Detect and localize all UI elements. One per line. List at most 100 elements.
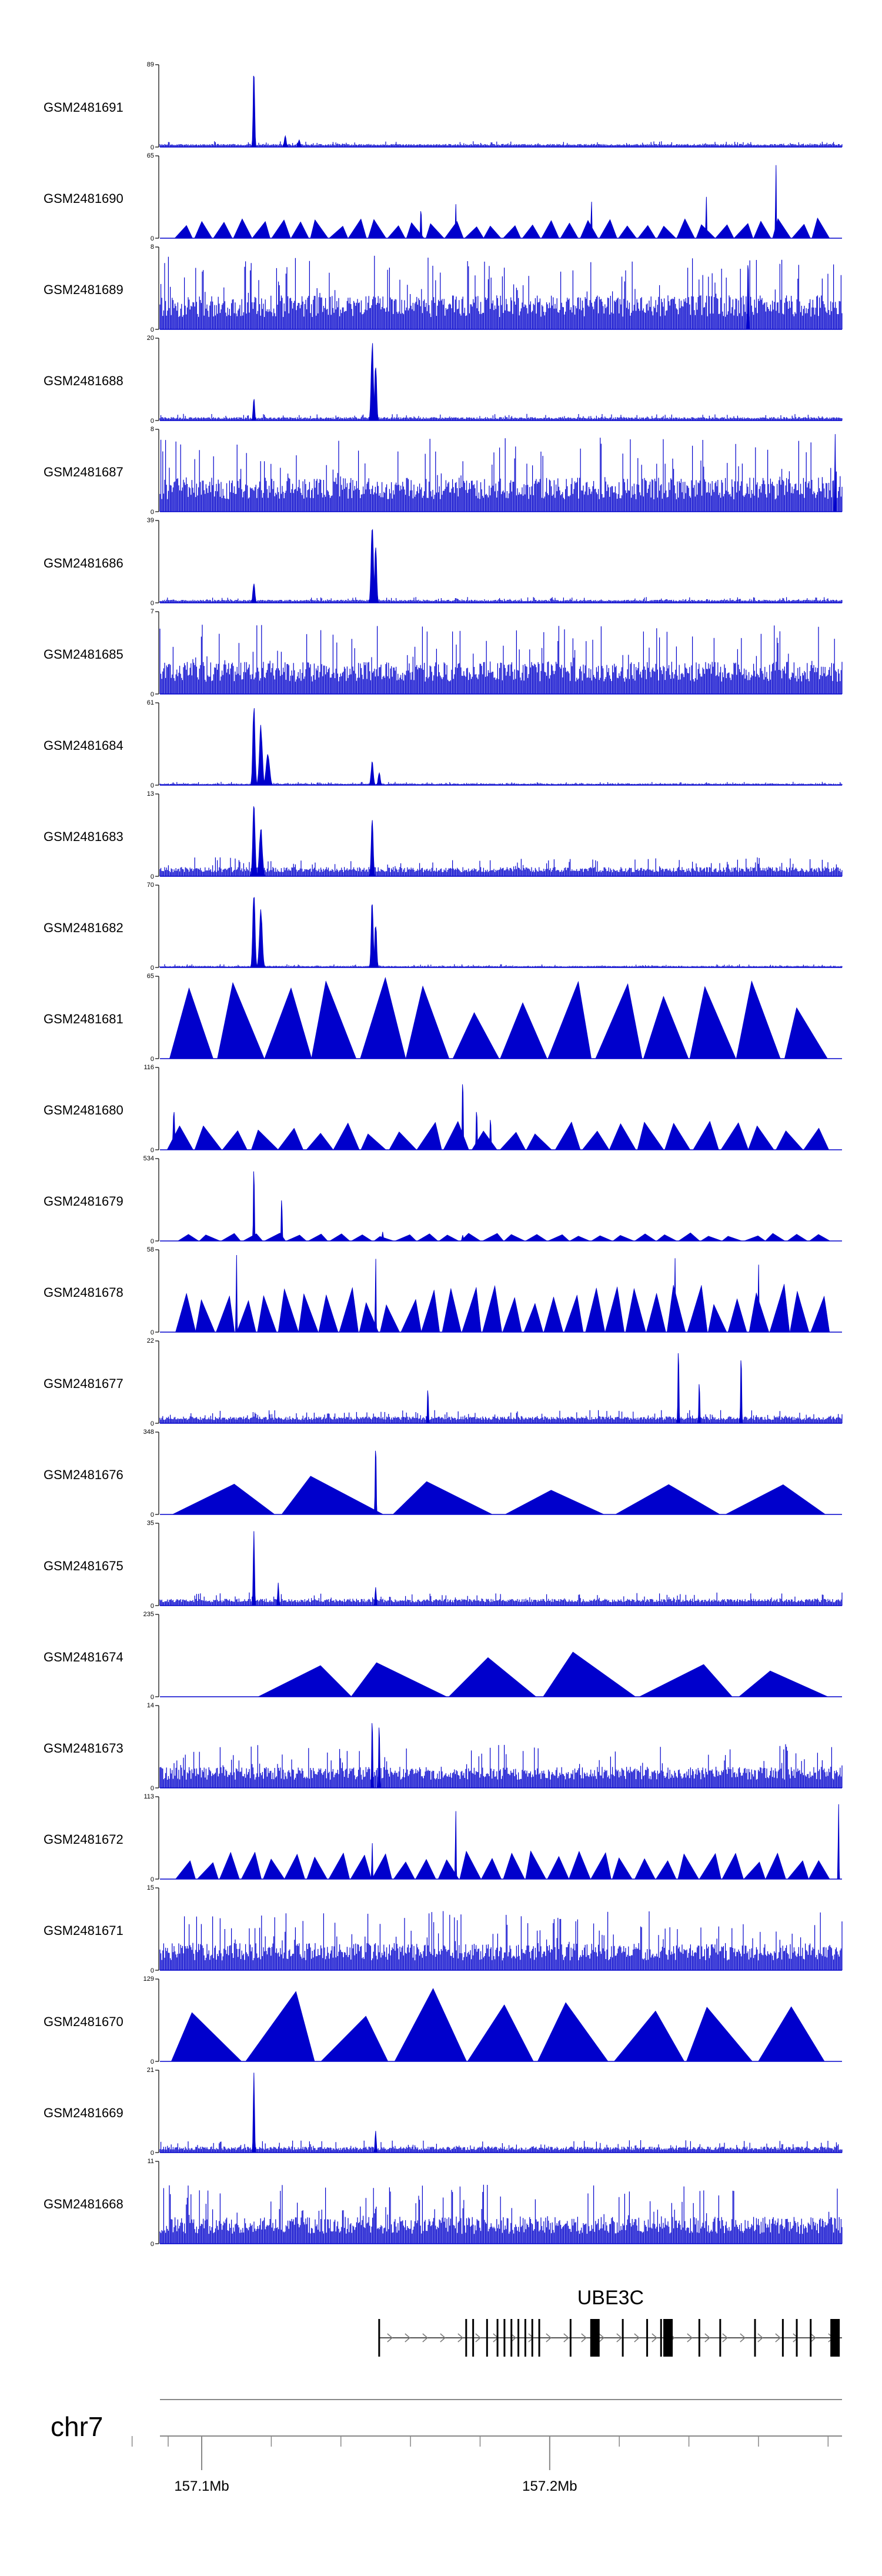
exon [663,2319,673,2357]
y-max-label: 113 [143,1793,154,1800]
peak-1 [256,829,266,877]
x-tick-label: 157.2Mb [522,2478,577,2494]
track-label: GSM2481679 [44,1194,123,1209]
strand-chevron [704,2333,710,2343]
peak-0 [171,1112,176,1150]
peak-2 [837,1804,840,1880]
exon [465,2319,467,2357]
coverage-area [175,1284,830,1333]
track-label: GSM2481683 [44,829,123,844]
track-label: GSM2481680 [44,1103,123,1117]
y-zero-label: 0 [151,1876,154,1883]
track-GSM2481669: GSM2481669 21 0 [44,2067,843,2157]
y-max-label: 8 [151,426,154,433]
y-zero-label: 0 [151,509,154,516]
coverage-bars [159,438,843,512]
coverage-area [171,1988,825,2062]
peak-2 [426,1390,430,1424]
y-max-label: 20 [147,335,154,342]
coverage-bars [159,1410,843,1423]
peak-0 [252,1171,256,1242]
peak-0 [419,211,423,239]
y-zero-label: 0 [151,873,154,880]
track-label: GSM2481682 [44,920,123,935]
track-GSM2481671: GSM2481671 15 0 [44,1884,843,1974]
track-GSM2481675: GSM2481675 35 0 [44,1520,843,1610]
coverage-bars [159,2140,843,2153]
y-max-label: 15 [147,1884,154,1891]
signal-tracks: GSM2481691890GSM2481690650GSM248168980GS… [44,61,843,2248]
strand-chevron [457,2333,463,2343]
y-max-label: 61 [147,699,154,706]
peak-0 [252,1531,256,1606]
gene-name: UBE3C [577,2287,644,2309]
y-zero-label: 0 [151,1511,154,1519]
y-max-label: 8 [151,243,154,251]
exon [510,2319,513,2357]
peak-2 [757,1264,760,1333]
peak-3 [697,1384,701,1424]
peak-0 [374,1450,377,1515]
peak-0 [251,399,257,421]
y-zero-label: 0 [151,1056,154,1063]
y-zero-label: 0 [151,144,154,151]
coverage-bars [159,964,843,967]
y-zero-label: 0 [151,2150,154,2157]
exon [569,2319,572,2357]
coverage-area [175,1850,830,1880]
peak-1 [454,1811,457,1880]
track-label: GSM2481678 [44,1285,123,1300]
track-label: GSM2481675 [44,1559,123,1573]
y-max-label: 348 [143,1429,154,1436]
peak-0 [235,1254,238,1333]
track-label: GSM2481689 [44,282,123,297]
y-zero-label: 0 [151,1785,154,1792]
exon [646,2319,649,2357]
coverage-bars [159,1592,843,1606]
track-GSM2481670: GSM2481670 129 0 [44,1976,842,2066]
strand-chevron [687,2333,693,2343]
strand-chevron [757,2333,763,2343]
exon [538,2319,540,2357]
track-GSM2481679: GSM2481679 534 0 [44,1155,842,1245]
y-max-label: 35 [147,1520,154,1527]
peak-2 [262,754,273,786]
peak-1 [280,1200,284,1242]
strand-chevron [546,2333,552,2343]
y-max-label: 39 [147,517,154,524]
y-max-label: 89 [147,61,154,68]
strand-chevron [616,2333,622,2343]
track-label: GSM2481669 [44,2105,123,2120]
exon [517,2319,520,2357]
peak-1 [374,1259,377,1333]
strand-chevron [581,2333,587,2343]
track-GSM2481687: GSM2481687 8 0 [44,426,843,516]
peak-4 [376,772,383,786]
track-label: GSM2481677 [44,1376,123,1391]
strand-chevron [810,2333,816,2343]
peak-1 [454,204,457,239]
exon [472,2319,475,2357]
peak-1 [282,135,289,148]
strand-chevron [475,2333,481,2343]
track-GSM2481686: GSM2481686 39 0 [44,517,843,607]
peak-4 [704,196,708,239]
peak-0 [250,806,258,877]
peak-2 [475,1112,479,1150]
track-GSM2481681: GSM2481681 65 0 [44,973,842,1063]
y-zero-label: 0 [151,1694,154,1701]
exon [378,2319,380,2357]
y-max-label: 235 [143,1611,154,1618]
peak-3 [460,1235,465,1242]
track-label: GSM2481687 [44,465,123,479]
exon [590,2319,600,2357]
peak-1 [461,1084,465,1150]
peak-1 [373,2131,378,2153]
peak-3 [489,1120,493,1150]
exon [698,2319,700,2357]
track-label: GSM2481685 [44,647,123,662]
peak-0 [250,708,258,786]
coverage-area [174,217,830,239]
track-GSM2481677: GSM2481677 22 0 [44,1337,843,1427]
exon [796,2319,798,2357]
